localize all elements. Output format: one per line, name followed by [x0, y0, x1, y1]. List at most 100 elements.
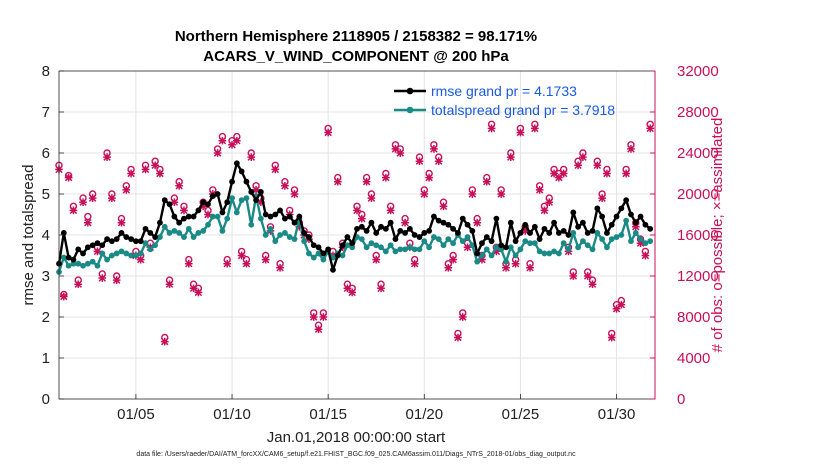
totalspread-point [310, 254, 317, 261]
obs-assimilated-point [112, 276, 121, 284]
totalspread-point [123, 250, 130, 257]
obs-assimilated-point [617, 300, 626, 309]
totalspread-point [214, 213, 221, 220]
rmse-point [334, 252, 341, 259]
obs-assimilated-point [74, 280, 83, 289]
totalspread-point [608, 236, 615, 243]
obs-assimilated-point [83, 218, 92, 227]
obs-assimilated-point [425, 173, 433, 182]
obs-assimilated-point [213, 149, 222, 157]
rmse-point [137, 238, 144, 245]
totalspread-point [166, 230, 173, 236]
totalspread-point [623, 217, 630, 224]
rmse-point [70, 256, 77, 263]
rmse-point [483, 234, 490, 240]
totalspread-point [267, 225, 274, 232]
totalspread-point [464, 234, 471, 240]
totalspread-point [200, 228, 207, 234]
totalspread-point [613, 234, 620, 240]
totalspread-point [137, 250, 144, 257]
rmse-point [113, 236, 120, 243]
rmse-point [330, 266, 336, 273]
totalspread-point [229, 195, 235, 202]
totalspread-point [113, 250, 120, 257]
obs-assimilated-point [391, 145, 400, 153]
totalspread-point [181, 234, 187, 240]
rmse-point [238, 168, 245, 175]
rmse-point [599, 213, 606, 220]
rmse-point [618, 205, 625, 212]
obs-assimilated-point [184, 259, 193, 268]
totalspread-point [378, 244, 384, 251]
obs-assimilated-point [204, 210, 212, 219]
totalspread-point [219, 228, 226, 234]
rmse-point [435, 217, 442, 224]
totalspread-point [70, 260, 77, 267]
obs-assimilated-point [314, 325, 323, 334]
rmse-point [176, 219, 183, 226]
legend-spread-label: totalspread grand pr = 3.7918 [431, 102, 615, 118]
rmse-point [282, 215, 288, 222]
rmse-point [99, 242, 106, 249]
totalspread-point [152, 242, 159, 249]
totalspread-point [637, 236, 644, 243]
obs-assimilated-point [607, 333, 616, 342]
obs-assimilated-point [324, 128, 333, 137]
totalspread-point [142, 240, 149, 247]
rmse-point [397, 228, 404, 234]
obs-assimilated-point [646, 124, 655, 133]
rmse-point [142, 225, 149, 232]
obs-assimilated-point [372, 255, 381, 264]
obs-assimilated-point [381, 173, 390, 182]
totalspread-point [445, 236, 452, 243]
obs-assimilated-point [228, 140, 236, 149]
obs-assimilated-point [627, 145, 635, 153]
rmse-point [349, 240, 356, 247]
y-tick-label: 0 [42, 391, 50, 408]
obs-assimilated-point [165, 280, 174, 289]
totalspread-point [363, 244, 370, 251]
rmse-point [382, 225, 389, 232]
obs-assimilated-point [478, 255, 486, 264]
totalspread-point [450, 240, 457, 247]
y-right-tick-label: 20000 [677, 186, 719, 203]
totalspread-point [358, 236, 365, 243]
totalspread-point [233, 209, 240, 216]
obs-assimilated-point [257, 198, 265, 207]
rmse-point [310, 242, 317, 249]
obs-assimilated-point [357, 214, 366, 223]
totalspread-point [570, 230, 577, 236]
obs-assimilated-point [261, 255, 270, 264]
obs-assimilated-point [295, 222, 304, 231]
y-tick-label: 2 [42, 309, 50, 326]
obs-assimilated-point [348, 288, 357, 297]
obs-assimilated-point [127, 169, 135, 178]
y-tick-label: 6 [42, 145, 50, 162]
rmse-point [387, 219, 394, 226]
obs-assimilated-point [410, 259, 419, 268]
rmse-point [358, 223, 365, 230]
totalspread-point [171, 228, 178, 234]
rmse-point [570, 209, 577, 216]
obs-assimilated-point [160, 337, 169, 346]
totalspread-point [291, 236, 298, 243]
rmse-point [613, 213, 620, 220]
totalspread-point [104, 256, 110, 263]
totalspread-point [531, 240, 538, 247]
obs-assimilated-point [458, 313, 467, 321]
rmse-point [243, 178, 250, 185]
obs-assimilated-point [439, 202, 448, 211]
rmse-point [301, 230, 308, 236]
rmse-point [551, 219, 557, 226]
rmse-point [75, 246, 82, 253]
rmse-point [637, 213, 644, 220]
totalspread-point [431, 234, 437, 240]
rmse-point [522, 221, 529, 228]
totalspread-point [75, 260, 82, 267]
rmse-point [104, 236, 110, 243]
totalspread-point [84, 260, 91, 267]
obs-assimilated-point [612, 304, 621, 313]
rmse-point [363, 228, 370, 234]
totalspread-point [483, 246, 490, 253]
obs-assimilated-point [108, 194, 116, 202]
